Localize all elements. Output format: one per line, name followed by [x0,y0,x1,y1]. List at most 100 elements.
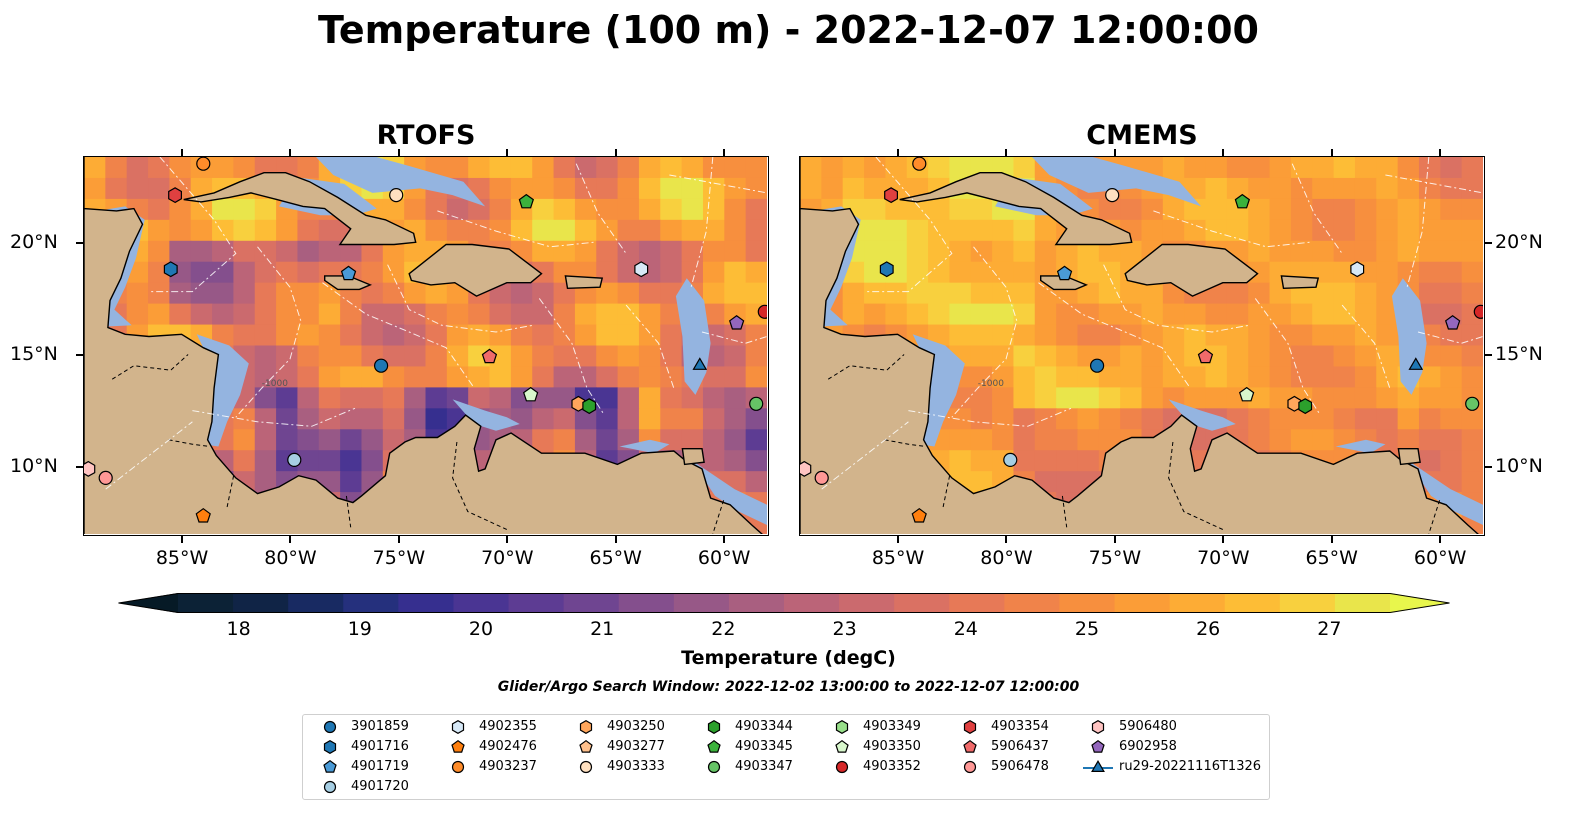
legend-marker-icon [707,720,721,734]
temperature-cell [681,408,704,430]
temperature-cell [702,157,725,179]
temperature-cell [105,157,128,179]
lat-tick-label: 20°N [10,230,58,253]
temperature-cell [660,408,683,430]
temperature-cell [1354,366,1377,388]
temperature-cell [1013,429,1036,451]
eez-boundary [1254,298,1321,416]
temperature-cell [1440,324,1463,347]
temperature-cell [1354,408,1377,430]
legend-marker-icon [451,720,465,734]
temperature-cell [425,219,448,242]
temperature-cell [617,240,640,263]
temperature-cell [318,450,341,472]
temperature-cell [340,324,363,347]
temperature-cell [681,219,704,242]
temperature-cell [1205,345,1228,368]
lon-tick-mark [1113,536,1116,543]
temperature-cell [970,282,993,305]
legend-label: 4903277 [607,739,665,754]
legend-shape-marker [323,780,337,794]
temperature-cell [382,387,405,409]
legend-shape-marker [707,760,721,774]
temperature-cell [404,345,427,368]
temperature-cell [1013,387,1036,409]
temperature-cell [1248,324,1271,347]
temperature-cell [1077,408,1100,430]
temperature-cell [425,408,448,430]
temperature-cell [532,366,555,388]
land-area [1124,243,1259,297]
temperature-cell [1205,387,1228,409]
legend-shape-marker [451,720,465,734]
temperature-cell [702,387,725,409]
temperature-cell [1440,282,1463,305]
platform-marker-4903354 [884,187,899,204]
temperature-cell [864,240,886,263]
country-border [942,475,951,508]
eez-boundary [865,157,953,293]
temperature-cell [553,408,576,430]
map-panel-cmems[interactable]: -1000 [799,156,1485,536]
lon-tick-mark [181,149,184,156]
eez-boundary [908,407,1072,427]
temperature-cell [276,366,299,388]
temperature-cell [842,157,865,179]
temperature-cell [596,157,619,179]
temperature-cell [233,450,256,472]
temperature-cell [660,219,683,242]
temperature-cell [745,177,768,200]
temperature-cell [928,219,950,242]
temperature-cell [446,219,469,242]
legend-marker-icon [323,720,337,734]
lon-tick-mark [1005,149,1008,156]
temperature-cell [254,198,277,221]
map-rtofs-svg: -1000 [84,157,768,535]
temperature-cell [233,157,256,179]
temperature-cell [1098,324,1121,347]
temperature-cell [1397,240,1420,263]
temperature-cell [702,261,725,284]
temperature-cell [1098,261,1121,284]
lat-tick-label: 10°N [10,455,58,478]
temperature-cell [617,198,640,221]
temperature-cell [992,282,1015,305]
depth-contour-label: -1000 [978,379,1004,389]
figure-title: Temperature (100 m) - 2022-12-07 12:00:0… [317,8,1259,52]
temperature-cell [596,324,619,347]
temperature-cell [318,366,341,388]
temperature-cell [1397,198,1420,221]
lon-tick-label: 85°W [871,547,925,569]
temperature-cell [1141,324,1164,347]
temperature-cell [1269,303,1292,326]
temperature-cell [885,282,908,305]
temperature-cell [318,387,341,409]
temperature-cell [864,303,886,326]
map-panel-rtofs[interactable]: -1000 [83,156,769,536]
temperature-cell [318,324,341,347]
temperature-cell [1461,324,1484,347]
temperature-cell [1184,366,1207,388]
temperature-cell [970,324,993,347]
temperature-cell [992,366,1015,388]
temperature-cell [489,303,512,326]
temperature-cell [1418,282,1441,305]
platform-marker-4903345 [518,193,535,209]
legend-marker-icon [323,759,337,773]
temperature-cell [190,282,213,305]
temperature-cell [510,408,533,430]
temperature-cell [233,429,256,451]
temperature-cell [596,177,619,200]
temperature-cell [340,303,363,326]
lon-tick-mark [723,149,726,156]
temperature-cell [425,387,448,409]
temperature-cell [489,366,512,388]
land-area [1397,448,1421,466]
temperature-cell [404,198,427,221]
temperature-cell [638,324,661,347]
temperature-cell [1397,177,1420,200]
temperature-cell [254,387,277,409]
temperature-cell [254,303,277,326]
temperature-cell [1290,303,1313,326]
legend-marker-icon [579,739,593,753]
